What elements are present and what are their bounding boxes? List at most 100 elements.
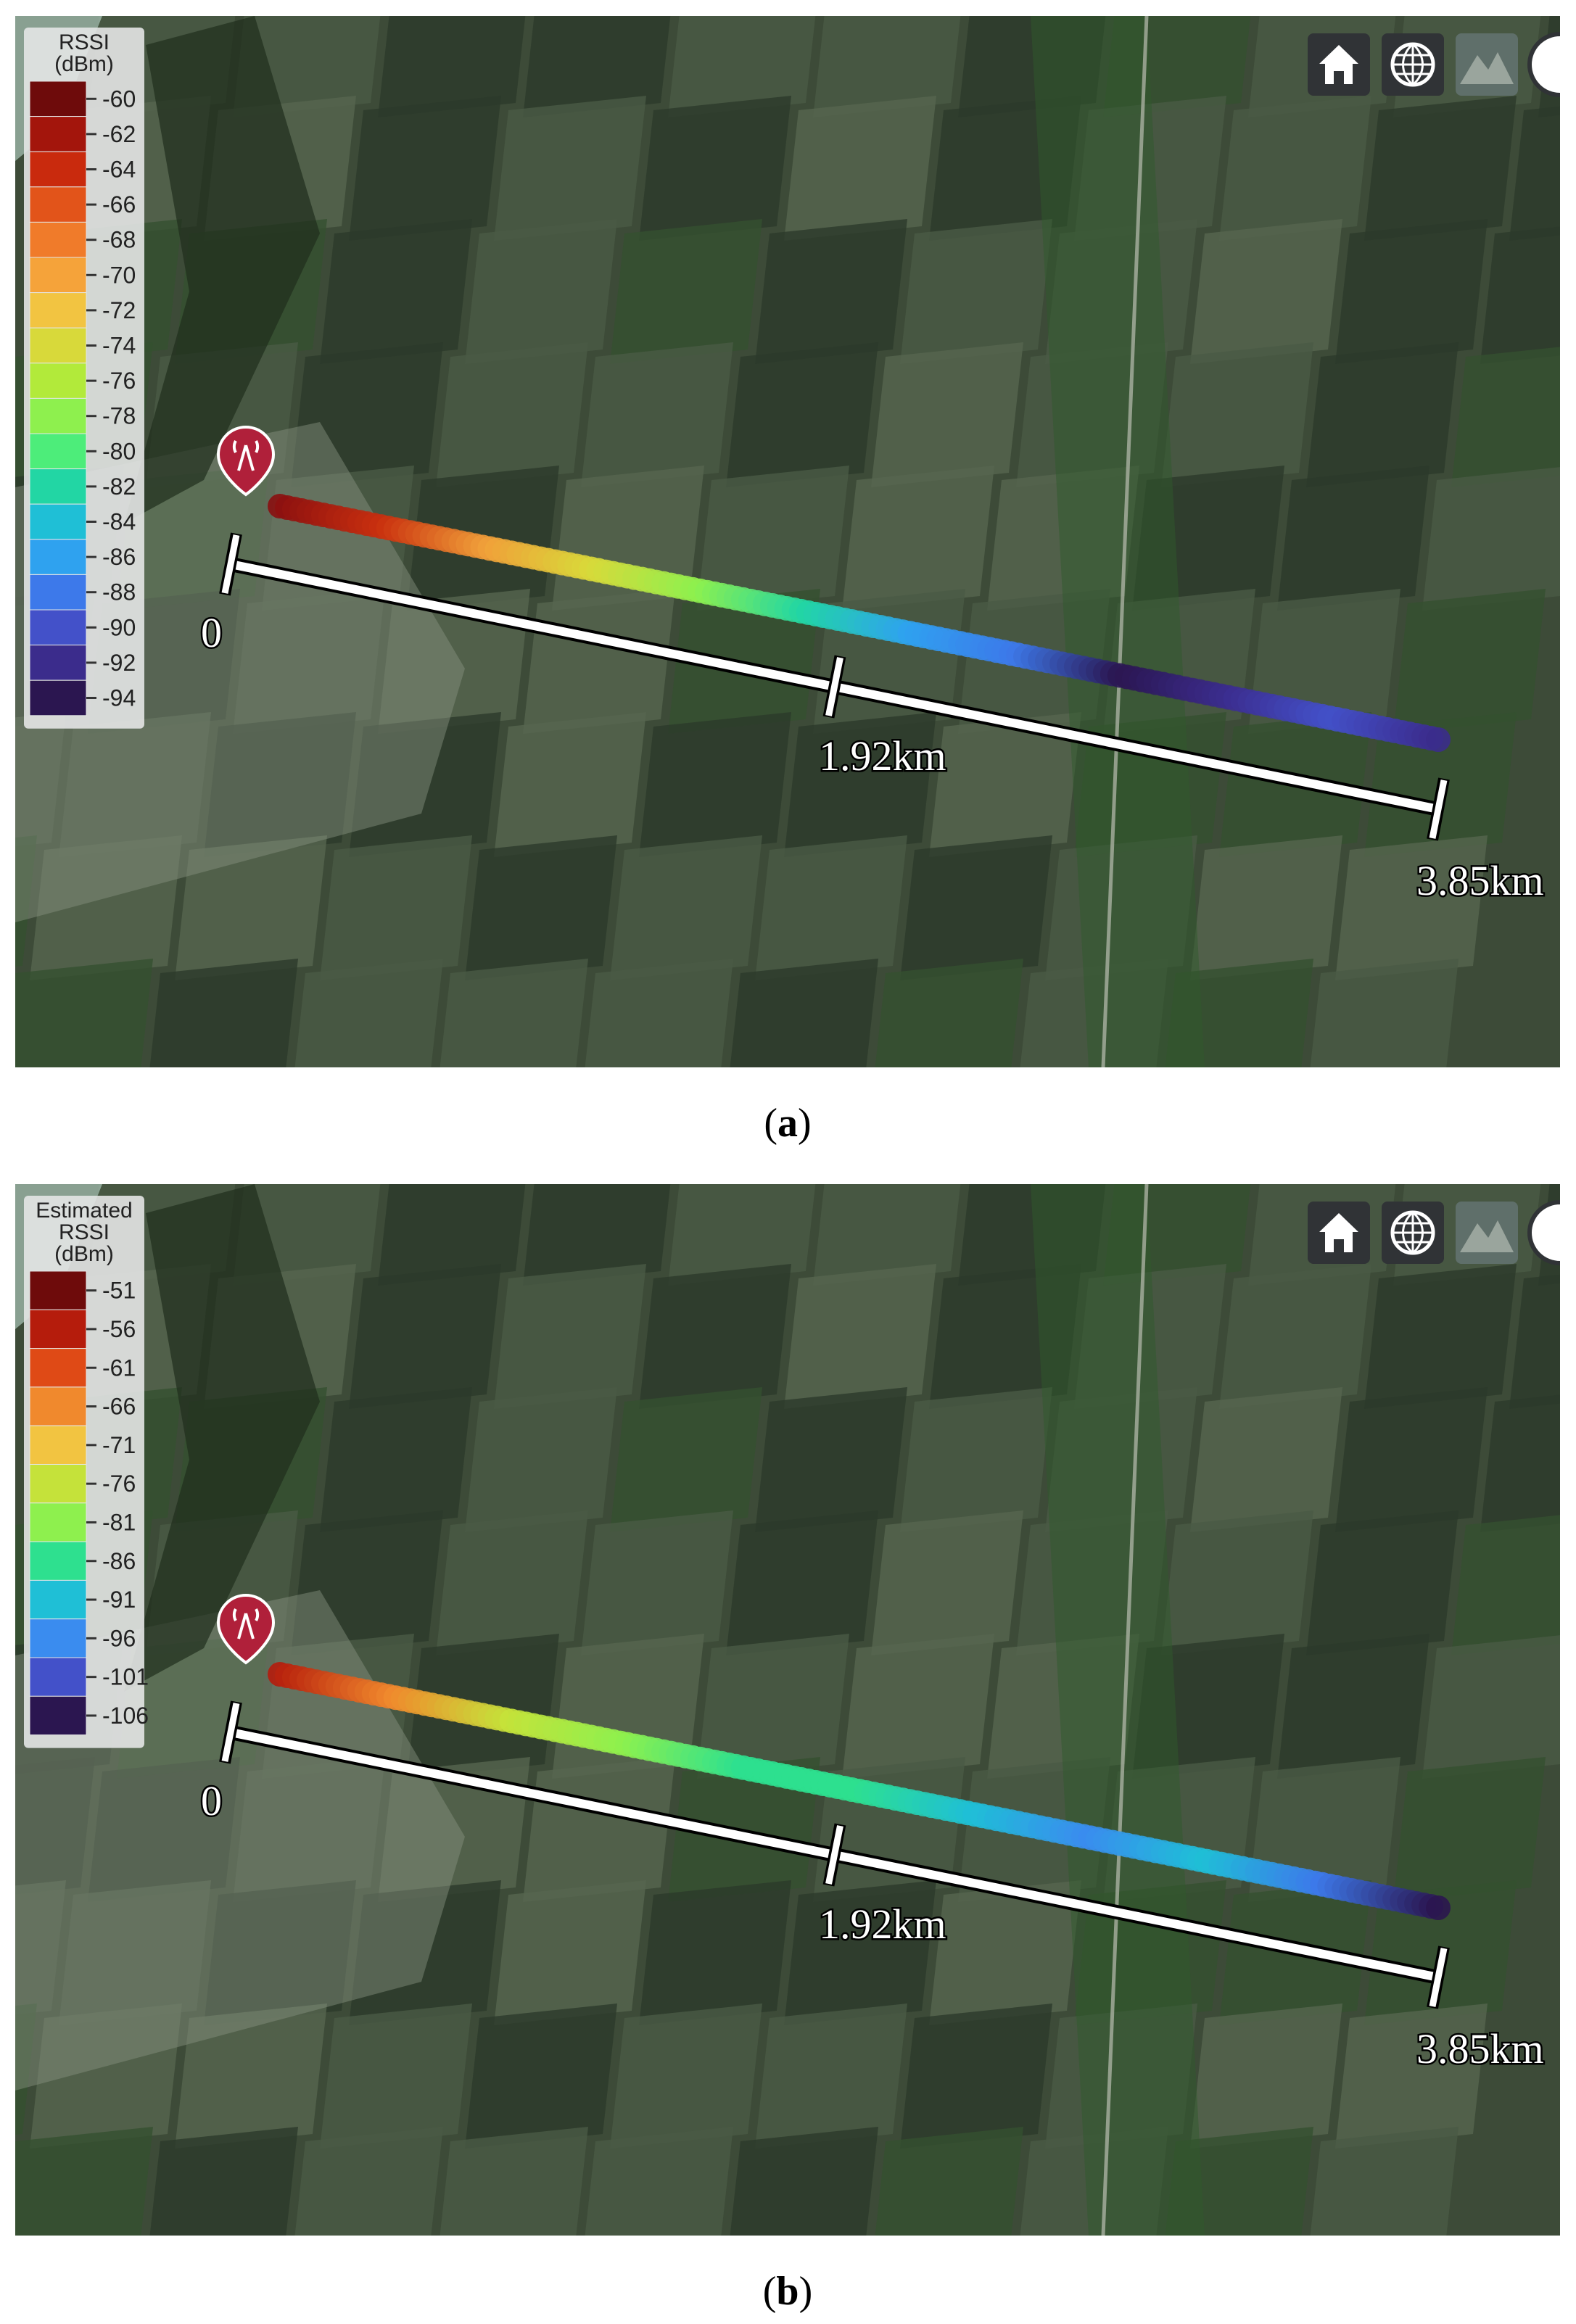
field [1509,1274,1560,1409]
field [668,16,816,117]
field [581,342,733,487]
field [1422,1635,1560,1779]
scale-tick [221,534,240,594]
legend-label: -94 [102,685,136,711]
dark-ridge [124,1184,320,1692]
track-point [1426,1895,1451,1920]
field [59,1880,211,2025]
field [1306,342,1459,487]
legend-label: -71 [102,1432,136,1458]
legend-swatch [29,116,87,152]
field [378,589,530,734]
caption-letter: a [777,1101,798,1146]
field [204,712,356,857]
field [149,959,298,1067]
scale-label: 0 [201,1777,222,1824]
caption-paren: ) [798,1101,812,1146]
field [436,1510,588,1655]
legend-swatch [29,539,87,575]
legend-title: Estimated [36,1199,132,1223]
field [1364,96,1517,241]
field [610,1387,762,1532]
legend-label: -86 [102,544,136,570]
caption-paren: ( [763,2269,777,2314]
legend-swatch [29,609,87,646]
legend-swatch [29,503,87,540]
scale-tick [1429,780,1448,839]
field [1310,2127,1459,2236]
home-icon [1319,45,1358,84]
field [1335,835,1488,980]
field [581,1510,733,1655]
legend-title: RSSI [59,1220,110,1244]
legend-swatch [29,221,87,258]
legend-label: -82 [102,474,136,500]
field [726,342,878,487]
legend-swatch [29,1657,87,1697]
field [1306,1510,1459,1655]
marker-pin [216,1593,276,1665]
legend-label: -81 [102,1509,136,1535]
road [1101,16,1149,1067]
legend-swatch [29,292,87,328]
scale-tick [825,1825,843,1885]
legend-label: -66 [102,191,136,218]
field [1219,96,1371,241]
field [465,2003,617,2149]
field [900,1387,1052,1532]
field [784,1264,936,1409]
legend-label: -72 [102,297,136,323]
field [1310,959,1459,1067]
legend-swatch [29,1309,87,1349]
field [755,219,907,364]
home-button[interactable] [1308,1202,1370,1264]
field [494,1880,646,2025]
legend-swatch [29,468,87,505]
field [697,466,849,611]
scale-label: 3.85km [1416,857,1544,904]
field [1190,2003,1342,2149]
field [610,2003,762,2149]
field [1190,835,1342,980]
button-bg [1456,1202,1518,1264]
field [610,219,762,364]
road [1101,1184,1149,2236]
field [1190,219,1342,364]
legend-swatch [29,679,87,716]
field [291,342,443,487]
layers-button[interactable] [1456,1202,1518,1264]
legend-swatch [29,1541,87,1581]
globe-button[interactable] [1382,1202,1444,1264]
legend-label: -101 [102,1664,149,1690]
caption: (b) [763,2269,812,2314]
home-icon [1319,1213,1358,1252]
legend-label: -70 [102,262,136,288]
field [88,1757,240,1902]
field [639,1264,791,1409]
field [755,2003,907,2149]
field [900,219,1052,364]
field [15,2003,37,2135]
field [320,835,472,980]
help-button [1527,32,1560,97]
legend-label: -64 [102,157,136,183]
legend-label: -106 [102,1703,149,1729]
home-button[interactable] [1308,33,1370,96]
globe-button[interactable] [1382,33,1444,96]
legend-swatch [29,257,87,294]
legend-label: -76 [102,1471,136,1497]
field [30,2003,182,2149]
field [1335,1387,1488,1532]
legend-label: -51 [102,1278,136,1304]
field [349,712,501,857]
legend-swatch [29,151,87,188]
layers-button[interactable] [1456,33,1518,96]
field [1277,1634,1429,1779]
field [1451,1515,1560,1655]
field [871,342,1023,487]
field [784,712,936,857]
field [1364,1264,1517,1409]
field [1451,347,1560,487]
field [1161,1510,1313,1655]
